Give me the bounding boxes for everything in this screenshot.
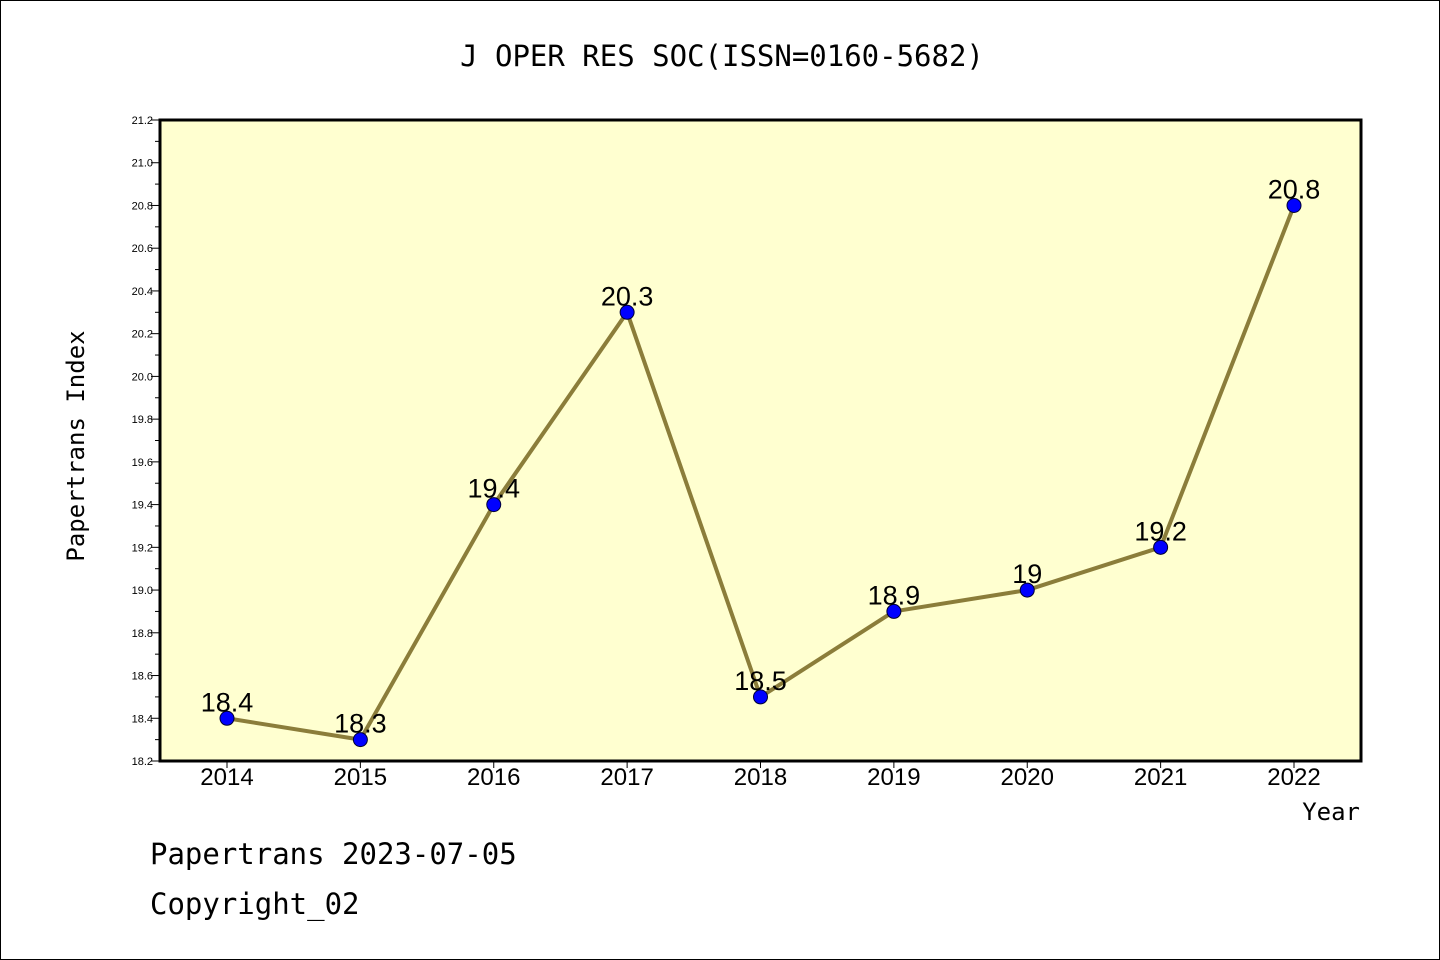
chart-title: J OPER RES SOC(ISSN=0160-5682) — [460, 39, 984, 73]
y-tick-label: 20.4 — [132, 286, 153, 298]
data-point — [486, 497, 502, 513]
y-tick-label: 21.2 — [132, 115, 153, 127]
y-tick-label: 19.4 — [132, 500, 153, 512]
y-tick-label: 18.6 — [132, 671, 153, 683]
y-axis: 18.2 18.4 18.6 18.8 19.0 19.2 19.4 19.6 19.8 20.0… — [132, 115, 160, 768]
y-tick-label: 20.0 — [132, 371, 153, 383]
y-tick-label: 18.8 — [132, 628, 153, 640]
data-point — [886, 603, 902, 619]
y-tick-label: 20.6 — [132, 243, 153, 255]
x-tick-label: 2015 — [334, 764, 387, 791]
data-point — [619, 304, 635, 320]
data-point — [753, 689, 768, 705]
data-label: 18.5 — [734, 666, 787, 696]
y-axis-title: Papertrans Index — [62, 330, 90, 561]
y-tick-label: 20.8 — [132, 200, 153, 212]
y-tick-label: 19.2 — [132, 542, 153, 554]
x-tick-label: 2016 — [467, 764, 520, 791]
data-label: 18.3 — [334, 709, 387, 739]
data-label: 18.9 — [868, 580, 921, 610]
x-tick-label: 2020 — [1001, 764, 1054, 791]
y-tick-label: 19.0 — [132, 585, 153, 597]
footer-copyright: Copyright_02 — [150, 887, 360, 922]
x-tick-label: 2022 — [1267, 764, 1320, 791]
x-tick-label: 2021 — [1134, 764, 1187, 791]
data-point — [352, 732, 368, 748]
data-point — [1019, 582, 1035, 598]
footer-date: Papertrans 2023-07-05 — [150, 837, 517, 871]
data-label: 20.8 — [1268, 174, 1321, 204]
y-tick-label: 21.0 — [132, 158, 153, 170]
data-label: 20.3 — [601, 281, 654, 311]
x-tick-label: 2017 — [600, 764, 653, 791]
y-tick-label: 18.4 — [132, 713, 153, 725]
series-line — [219, 197, 1302, 748]
plot-area — [158, 118, 1363, 763]
y-tick-label: 18.2 — [132, 756, 153, 768]
data-labels: 18.4 18.3 19.4 20.3 18.5 18.9 19 19.2 20.8 — [201, 174, 1321, 738]
y-tick-label: 20.2 — [132, 329, 153, 341]
data-label: 18.4 — [201, 687, 254, 717]
data-point — [1286, 197, 1302, 213]
x-tick-label: 2014 — [200, 764, 253, 791]
y-tick-label: 19.6 — [132, 457, 153, 469]
data-point — [219, 710, 235, 726]
x-tick-label: 2018 — [734, 764, 787, 791]
data-label: 19.2 — [1134, 516, 1187, 546]
data-label: 19 — [1012, 559, 1042, 589]
y-tick-label: 19.8 — [132, 414, 153, 426]
x-axis-title: Year — [1302, 798, 1360, 826]
x-axis: 2014 2015 2016 2017 2018 2019 2020 2021 2022 — [200, 761, 1321, 791]
x-tick-label: 2019 — [867, 764, 920, 791]
data-point — [1153, 539, 1169, 555]
data-label: 19.4 — [467, 474, 520, 504]
